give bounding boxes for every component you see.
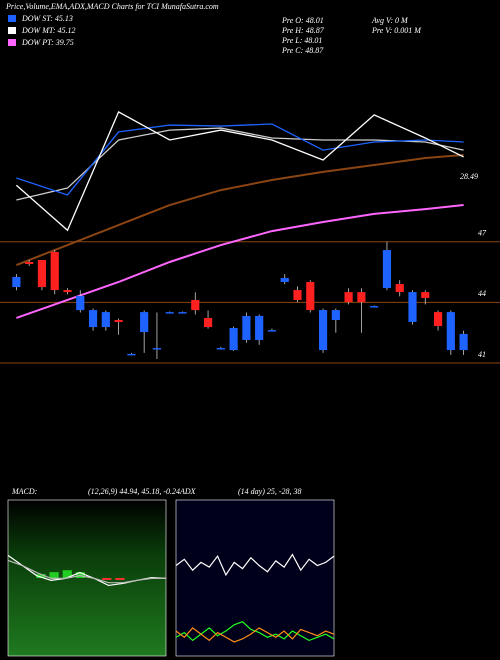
candle-body: [76, 295, 85, 311]
legend-swatch: [8, 39, 16, 46]
candle-body: [382, 250, 392, 289]
candle-body: [229, 328, 238, 351]
y-tick-label: 47: [478, 229, 487, 238]
indicator-line: [7, 559, 166, 584]
legend-swatch: [8, 15, 16, 22]
candle-body: [178, 312, 187, 314]
candle-body: [114, 319, 123, 322]
candle-body: [395, 284, 404, 293]
legend-label: DOW PT: 39.75: [21, 38, 74, 47]
candle-body: [331, 310, 340, 320]
candle-body: [12, 276, 21, 288]
info-text: Pre O: 48.01: [281, 16, 324, 25]
macd-title: MACD:: [11, 487, 38, 496]
adx-title: ADX: [179, 487, 197, 496]
candle-body: [152, 348, 162, 350]
candle-body: [63, 290, 72, 293]
candle-body: [50, 251, 59, 291]
histogram-bar: [36, 574, 46, 578]
ema-line: [16, 204, 464, 319]
adx-panel: [175, 499, 335, 657]
candle-body: [242, 315, 251, 340]
ema-line: [16, 153, 464, 266]
adx-subtitle: (14 day) 25, -28, 38: [238, 487, 302, 496]
candle-body: [267, 330, 277, 332]
candle-body: [165, 312, 174, 314]
candle-body: [101, 312, 110, 328]
macd-subtitle: (12,26,9) 44.94, 45.18, -0.24: [88, 487, 180, 496]
chart-title: Price,Volume,EMA,ADX,MACD Charts for TCI…: [5, 2, 219, 11]
histogram-bar: [75, 572, 86, 578]
candle-body: [318, 310, 328, 351]
candle-body: [421, 292, 430, 298]
candle-body: [280, 277, 289, 282]
candle-body: [216, 348, 225, 350]
info-text: Pre V: 0.001 M: [371, 26, 422, 35]
candle-body: [446, 312, 455, 351]
info-text: Pre L: 48.01: [281, 36, 322, 45]
legend-swatch: [8, 27, 16, 34]
candle-body: [306, 281, 315, 311]
y-tick-label: 41: [478, 350, 486, 359]
ema-line: [16, 123, 464, 196]
legend-label: DOW ST: 45.13: [21, 14, 73, 23]
candle-body: [255, 315, 264, 340]
last-price-label: 28.49: [460, 172, 478, 181]
indicator-line: [175, 627, 335, 643]
info-text: Pre C: 48.87: [281, 46, 324, 55]
macd-panel: [7, 499, 167, 657]
y-tick-label: 44: [478, 289, 486, 298]
candle-body: [140, 312, 149, 333]
candle-body: [25, 262, 34, 265]
histogram-bar: [102, 578, 112, 580]
candle-body: [88, 310, 98, 328]
histogram-bar: [62, 570, 72, 578]
candle-body: [459, 333, 468, 351]
candle-body: [293, 290, 302, 300]
candle-body: [408, 292, 417, 322]
histogram-bar: [49, 572, 59, 578]
ema-line: [15, 111, 464, 232]
info-text: Pre H: 48.87: [281, 26, 325, 35]
candle-body: [203, 317, 213, 328]
histogram-bar: [115, 578, 125, 580]
indicator-line: [175, 553, 335, 577]
candle-body: [127, 353, 136, 356]
candle-body: [344, 292, 353, 302]
candle-body: [357, 292, 366, 302]
candle-body: [370, 306, 379, 308]
candle-body: [37, 259, 47, 288]
legend-label: DOW MT: 45.12: [21, 26, 76, 35]
candle-body: [191, 299, 200, 311]
info-text: Avg V: 0 M: [371, 16, 409, 25]
candle-body: [433, 312, 443, 327]
